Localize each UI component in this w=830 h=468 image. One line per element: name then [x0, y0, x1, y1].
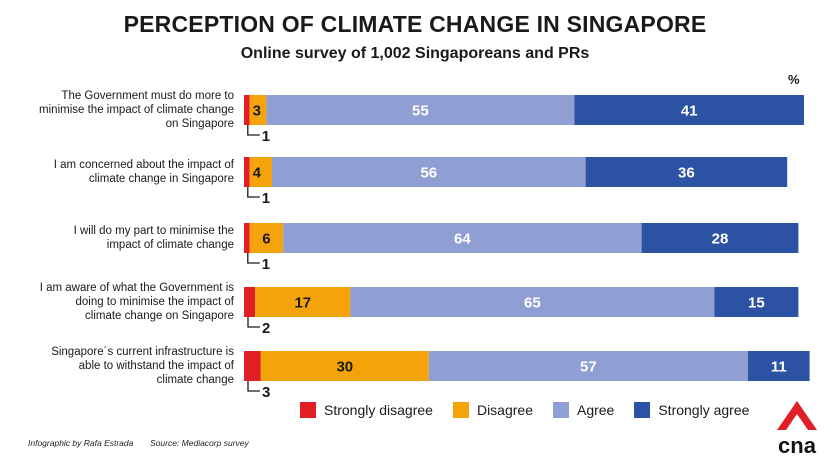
legend-item-strongly-agree: Strongly agree: [634, 402, 749, 418]
data-label-agree-row-3: 64: [454, 231, 471, 248]
category-label-row-2: I am concerned about the impact of climat…: [20, 158, 234, 186]
bar-strongly-agree-row-4: [714, 287, 799, 317]
bar-agree-row-3: [283, 223, 642, 253]
data-label-strongly-agree-row-2: 36: [678, 165, 695, 182]
bar-strongly-disagree-row-1: [244, 95, 250, 125]
bar-disagree-row-5: [260, 351, 429, 381]
legend-label-strongly-disagree: Strongly disagree: [324, 402, 433, 418]
legend-label-agree: Agree: [576, 402, 615, 418]
category-label-row-5: Singapore´s current infrastructure is abl…: [20, 345, 234, 387]
category-label-line: Singapore´s current infrastructure is: [51, 346, 234, 358]
bar-strongly-disagree-row-2: [244, 157, 250, 187]
chart-subtitle: Online survey of 1,002 Singaporeans and …: [240, 45, 590, 62]
bar-disagree-row-2: [249, 157, 272, 187]
callout-line-row-5: [247, 381, 260, 392]
data-label-strongly-disagree-row-2: 1: [262, 190, 270, 207]
bar-strongly-disagree-row-5: [244, 351, 261, 381]
data-label-strongly-disagree-row-4: 2: [262, 320, 270, 337]
legend-item-strongly-disagree: Strongly disagree: [300, 402, 433, 418]
legend-item-disagree: Disagree: [452, 402, 533, 418]
callout-line-row-3: [247, 253, 260, 264]
legend-swatch-strongly-disagree: [300, 402, 316, 418]
bar-agree-row-4: [350, 287, 715, 317]
data-label-strongly-disagree-row-1: 1: [262, 128, 270, 145]
legend-item-agree: Agree: [552, 402, 615, 418]
data-label-disagree-row-4: 17: [294, 295, 311, 312]
bar-agree-row-5: [428, 351, 748, 381]
data-label-agree-row-5: 57: [580, 359, 597, 376]
data-label-strongly-agree-row-5: 11: [771, 359, 787, 376]
bar-strongly-disagree-row-3: [244, 223, 250, 253]
data-label-agree-row-1: 55: [412, 103, 429, 120]
category-label-line: able to withstand the impact of: [78, 360, 234, 372]
category-label-line: I am aware of what the Government is: [39, 282, 234, 294]
category-label-line: climate change: [156, 374, 234, 386]
bar-strongly-agree-row-3: [641, 223, 799, 253]
category-label-line: I will do my part to minimise the: [73, 225, 234, 237]
data-label-strongly-disagree-row-5: 3: [262, 384, 270, 401]
category-label-line: on Singapore: [165, 118, 234, 130]
chart-legend: Strongly disagree Disagree Agree Strongl…: [300, 402, 769, 418]
cna-logo-text: cna: [778, 433, 817, 458]
data-label-agree-row-2: 56: [420, 165, 437, 182]
data-label-strongly-agree-row-4: 15: [748, 295, 765, 312]
category-label-line: impact of climate change: [106, 239, 234, 251]
source-note: Source: Mediacorp survey: [150, 438, 249, 448]
data-label-strongly-agree-row-3: 28: [712, 231, 729, 248]
data-label-disagree-row-2: 4: [253, 165, 262, 182]
bar-agree-row-2: [272, 157, 586, 187]
bar-agree-row-1: [266, 95, 575, 125]
category-label-line: minimise the impact of climate change: [39, 104, 234, 116]
legend-label-disagree: Disagree: [476, 402, 533, 418]
legend-swatch-agree: [552, 402, 569, 418]
category-label-row-3: I will do my part to minimise the impact …: [20, 224, 234, 252]
data-label-strongly-agree-row-1: 41: [681, 103, 698, 120]
legend-label-strongly-agree: Strongly agree: [658, 402, 750, 418]
callout-line-row-4: [247, 317, 260, 328]
chart-title: PERCEPTION OF CLIMATE CHANGE IN SINGAPOR…: [123, 11, 707, 37]
bar-strongly-agree-row-2: [585, 157, 788, 187]
category-label-row-1: The Government must do more to minimise t…: [20, 89, 234, 131]
category-label-line: climate change on Singapore: [85, 310, 234, 322]
category-label-line: I am concerned about the impact of: [53, 159, 234, 171]
bar-disagree-row-3: [249, 223, 284, 253]
bar-strongly-agree-row-1: [574, 95, 804, 125]
data-label-agree-row-4: 65: [524, 295, 541, 312]
infographic-credit: Infographic by Rafa Estrada: [28, 438, 134, 448]
category-label-line: The Government must do more to: [61, 90, 234, 102]
category-label-row-4: I am aware of what the Government is doin…: [20, 281, 234, 323]
category-label-line: climate change in Singapore: [88, 173, 234, 185]
bar-strongly-disagree-row-4: [244, 287, 256, 317]
cna-logo: cna: [777, 401, 817, 458]
legend-swatch-disagree: [452, 402, 469, 418]
bar-strongly-agree-row-5: [748, 351, 810, 381]
bar-disagree-row-4: [255, 287, 351, 317]
data-label-disagree-row-1: 3: [253, 103, 261, 120]
data-label-disagree-row-3: 6: [262, 231, 270, 248]
callout-line-row-1: [247, 125, 260, 136]
legend-swatch-strongly-agree: [634, 402, 651, 418]
unit-label: %: [788, 72, 800, 87]
data-label-disagree-row-5: 30: [336, 359, 353, 376]
bar-disagree-row-1: [249, 95, 267, 125]
data-label-strongly-disagree-row-3: 1: [262, 256, 270, 273]
cna-logo-mark: [777, 401, 817, 430]
category-label-line: doing to minimise the impact of: [75, 296, 234, 308]
callout-line-row-2: [247, 187, 260, 198]
